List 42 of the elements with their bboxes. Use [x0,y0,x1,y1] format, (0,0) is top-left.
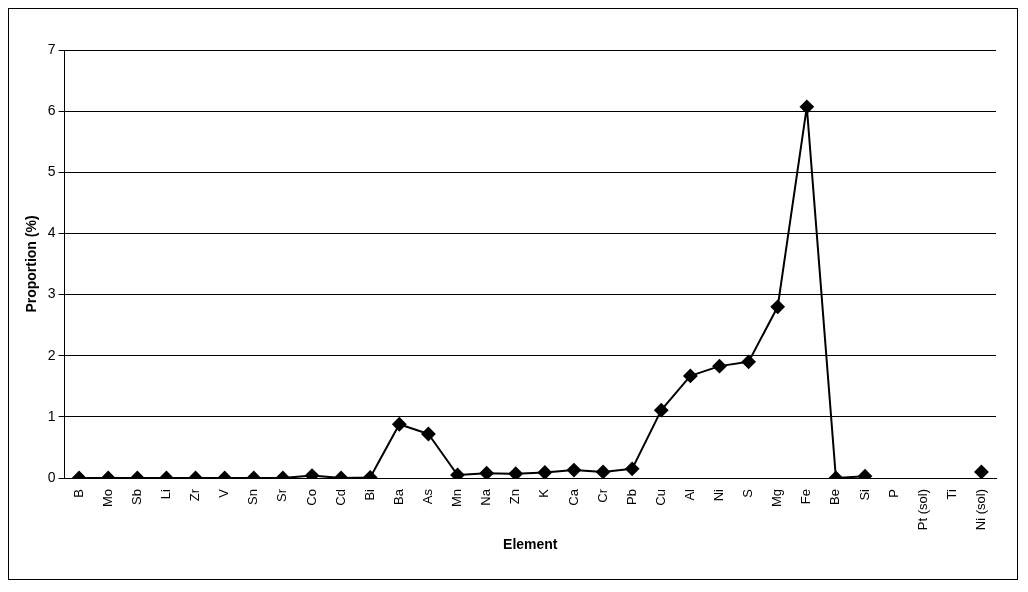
x-tick-label: Cr [594,488,610,503]
y-tick-label: 4 [47,224,56,241]
y-tick-label: 1 [47,407,56,424]
y-tick-label: 3 [47,285,56,302]
x-tick-label: Ca [565,488,581,506]
x-tick-label: Zn [507,489,523,505]
x-tick-label: Co [303,489,319,506]
x-tick-label: Fe [798,489,814,505]
x-tick-label: Ti [943,488,959,500]
x-tick-label: P [885,489,901,498]
y-axis-title: Proportion (%) [23,215,40,313]
x-tick-label: B [70,489,86,498]
x-tick-label: Ni [711,488,727,502]
y-tick-label: 2 [47,346,56,363]
x-tick-label: As [420,488,435,505]
y-tick-label: 6 [47,102,56,119]
x-tick-label: S [740,488,756,498]
x-tick-label: K [536,488,552,498]
x-tick-label: Si [856,488,872,501]
y-tick-label: 5 [47,163,56,180]
y-tick-label: 7 [47,40,56,57]
x-tick-label: Sn [245,489,261,505]
x-tick-label: Pt (sol) [914,489,930,531]
x-tick-label: Mn [449,489,465,508]
x-tick-label: Bi [361,488,377,501]
x-tick-label: Li [158,488,174,500]
x-tick-label: Pb [623,489,639,505]
x-axis-title: Element [503,536,558,553]
x-tick-label: Zr [187,488,203,502]
x-tick-label: V [216,488,232,498]
x-tick-label: Mo [99,489,115,508]
x-tick-label: Sb [128,489,144,505]
x-tick-label: Na [478,488,494,506]
x-tick-label: Cd [332,489,348,506]
x-tick-label: Ba [390,488,406,505]
y-tick-label: 0 [47,468,56,485]
x-tick-label: Sr [274,488,290,503]
x-tick-label: Ni (sol) [973,489,989,531]
x-tick-label: Mg [769,489,785,508]
x-tick-label: Cu [652,489,668,506]
x-tick-label: Be [827,489,843,505]
x-tick-label: Al [681,488,697,501]
